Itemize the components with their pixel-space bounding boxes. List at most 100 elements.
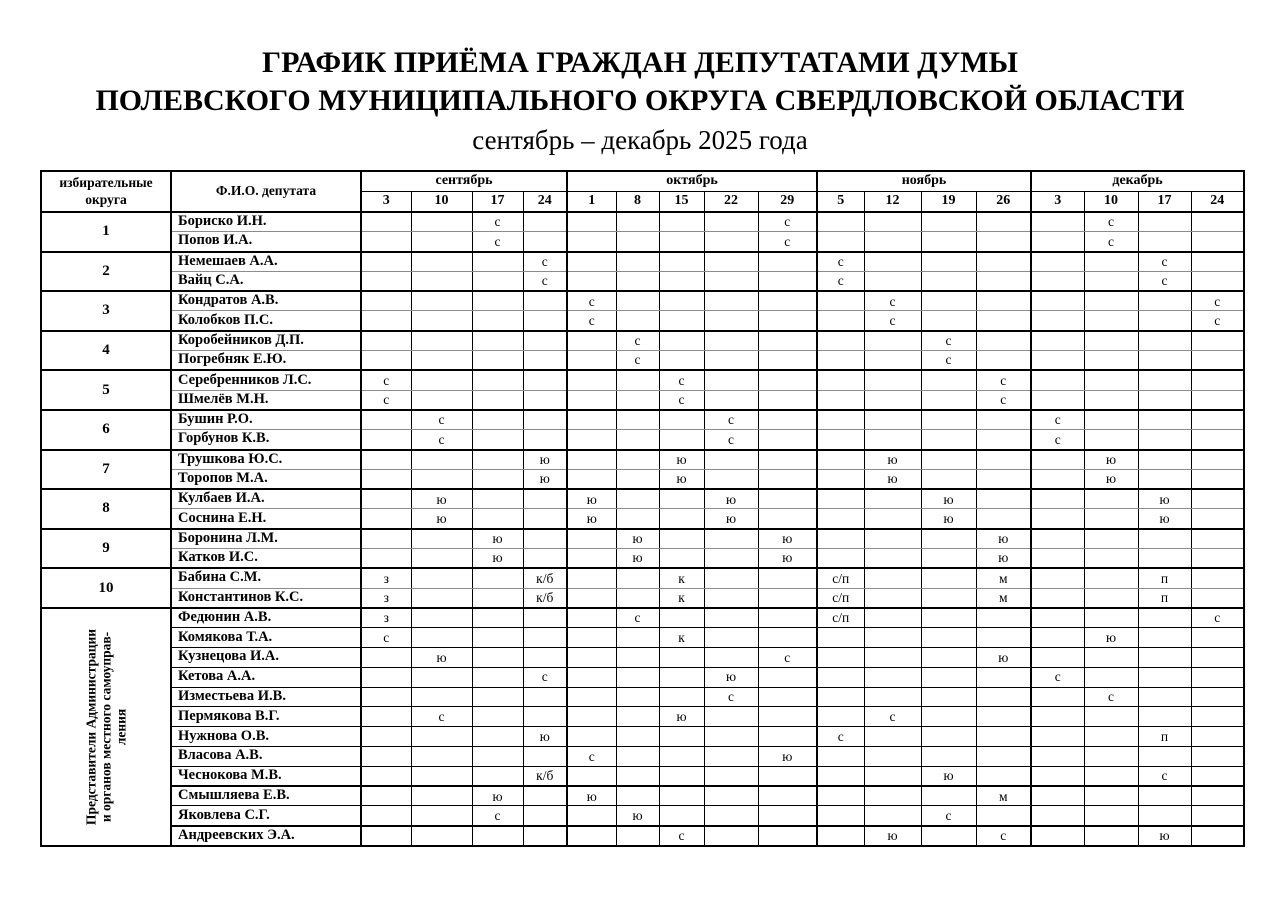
schedule-empty-cell	[471, 369, 524, 391]
schedule-mark-cell: с	[1030, 666, 1085, 688]
schedule-empty-cell	[1190, 528, 1245, 550]
schedule-empty-cell	[1030, 330, 1085, 352]
schedule-empty-cell	[360, 706, 412, 728]
schedule-empty-cell	[522, 389, 568, 411]
schedule-empty-cell	[1190, 488, 1245, 510]
schedule-mark-cell: м	[975, 587, 1032, 609]
schedule-mark-cell: с	[703, 686, 759, 708]
schedule-empty-cell	[920, 429, 977, 451]
schedule-empty-cell	[975, 488, 1032, 510]
schedule-mark-cell: с	[360, 369, 412, 391]
schedule-empty-cell	[615, 706, 660, 728]
deputy-name-cell: Чеснокова М.В.	[170, 765, 362, 788]
schedule-empty-cell	[757, 350, 818, 372]
schedule-empty-cell	[566, 567, 617, 589]
schedule-empty-cell	[410, 785, 473, 807]
schedule-empty-cell	[410, 627, 473, 649]
schedule-empty-cell	[920, 785, 977, 807]
schedule-empty-cell	[566, 350, 617, 372]
schedule-empty-cell	[658, 785, 705, 807]
schedule-mark-cell: п	[1137, 567, 1192, 589]
schedule-empty-cell	[703, 647, 759, 668]
schedule-empty-cell	[615, 251, 660, 272]
schedule-empty-cell	[920, 270, 977, 293]
schedule-empty-cell	[863, 211, 922, 233]
schedule-empty-cell	[1137, 647, 1192, 668]
deputy-name-cell: Катков И.С.	[170, 548, 362, 570]
schedule-empty-cell	[1190, 231, 1245, 253]
schedule-mark-cell: с	[920, 350, 977, 372]
schedule-empty-cell	[816, 429, 865, 451]
schedule-empty-cell	[1030, 785, 1085, 807]
schedule-empty-cell	[975, 270, 1032, 293]
schedule-empty-cell	[975, 765, 1032, 788]
schedule-mark-cell: ю	[863, 825, 922, 847]
schedule-mark-cell: с	[566, 290, 617, 312]
schedule-empty-cell	[1030, 726, 1085, 748]
schedule-empty-cell	[1190, 251, 1245, 272]
schedule-empty-cell	[360, 647, 412, 668]
schedule-empty-cell	[1030, 508, 1085, 530]
schedule-empty-cell	[1190, 211, 1245, 233]
schedule-empty-cell	[920, 211, 977, 233]
schedule-mark-cell: с/п	[816, 567, 865, 589]
page-title: ГРАФИК ПРИЁМА ГРАЖДАН ДЕПУТАТАМИ ДУМЫ ПО…	[0, 44, 1280, 160]
schedule-empty-cell	[522, 746, 568, 767]
schedule-empty-cell	[1030, 825, 1085, 847]
deputy-name-cell: Яковлева С.Г.	[170, 805, 362, 827]
schedule-mark-cell: с	[566, 310, 617, 332]
schedule-empty-cell	[975, 409, 1032, 431]
schedule-empty-cell	[1030, 488, 1085, 510]
schedule-empty-cell	[757, 251, 818, 272]
schedule-empty-cell	[920, 607, 977, 629]
schedule-empty-cell	[1137, 627, 1192, 649]
date-header: 15	[658, 190, 705, 213]
schedule-empty-cell	[360, 746, 412, 767]
schedule-empty-cell	[703, 369, 759, 391]
schedule-empty-cell	[920, 251, 977, 272]
schedule-empty-cell	[658, 310, 705, 332]
schedule-mark-cell: с	[757, 211, 818, 233]
schedule-empty-cell	[975, 231, 1032, 253]
schedule-mark-cell: с	[471, 211, 524, 233]
schedule-mark-cell: ю	[975, 647, 1032, 668]
schedule-empty-cell	[615, 310, 660, 332]
schedule-empty-cell	[816, 746, 865, 767]
schedule-empty-cell	[757, 449, 818, 470]
schedule-empty-cell	[757, 270, 818, 293]
schedule-empty-cell	[1030, 548, 1085, 570]
schedule-empty-cell	[863, 785, 922, 807]
schedule-empty-cell	[757, 726, 818, 748]
schedule-empty-cell	[615, 726, 660, 748]
schedule-empty-cell	[1030, 567, 1085, 589]
schedule-mark-cell: с	[1083, 231, 1139, 253]
admin-section-label: Представители Администрации и органов ме…	[83, 628, 129, 825]
schedule-empty-cell	[471, 706, 524, 728]
schedule-mark-cell: ю	[658, 706, 705, 728]
schedule-empty-cell	[1190, 627, 1245, 649]
schedule-mark-cell: ю	[658, 449, 705, 470]
schedule-empty-cell	[615, 488, 660, 510]
schedule-empty-cell	[1083, 310, 1139, 332]
schedule-empty-cell	[522, 647, 568, 668]
schedule-empty-cell	[566, 389, 617, 411]
schedule-empty-cell	[658, 508, 705, 530]
schedule-mark-cell: ю	[975, 528, 1032, 550]
schedule-mark-cell: с	[1083, 211, 1139, 233]
schedule-empty-cell	[522, 805, 568, 827]
schedule-empty-cell	[863, 765, 922, 788]
schedule-table-header: избирательные округа Ф.И.О. депутата сентя…	[40, 170, 1245, 213]
schedule-empty-cell	[703, 746, 759, 767]
schedule-mark-cell: ю	[522, 726, 568, 748]
schedule-empty-cell	[1137, 706, 1192, 728]
schedule-empty-cell	[522, 290, 568, 312]
admin-section-label-cell: Представители Администрации и органов ме…	[40, 607, 172, 847]
schedule-empty-cell	[615, 290, 660, 312]
deputy-name-cell: Боронина Л.М.	[170, 528, 362, 550]
schedule-empty-cell	[1137, 389, 1192, 411]
deputy-name-cell: Изместьева И.В.	[170, 686, 362, 708]
schedule-empty-cell	[863, 330, 922, 352]
schedule-mark-cell: ю	[566, 488, 617, 510]
schedule-empty-cell	[1030, 290, 1085, 312]
schedule-empty-cell	[975, 607, 1032, 629]
